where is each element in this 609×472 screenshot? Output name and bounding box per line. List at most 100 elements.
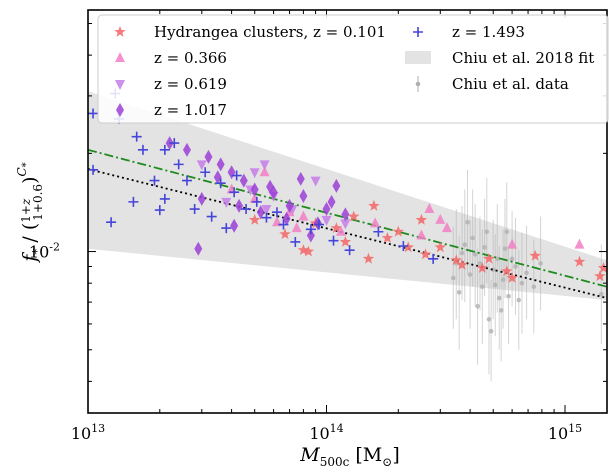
z1493-point	[221, 223, 232, 234]
z0366-point	[435, 213, 446, 224]
chiu-data-point	[456, 290, 462, 295]
chiu-data-point	[477, 261, 483, 266]
z0619-point	[249, 168, 260, 179]
z1493-point	[88, 108, 99, 119]
legend-marker-z1017	[116, 103, 124, 117]
z1493-point	[206, 211, 217, 222]
z1493-point	[373, 226, 384, 237]
chiu-data-point	[509, 256, 515, 262]
chiu-data-point	[504, 229, 510, 235]
legend-item-z1017: z = 1.017	[116, 101, 227, 119]
z1493-point	[137, 144, 148, 155]
z1493-point	[328, 235, 339, 246]
hydrangea-point	[368, 199, 380, 211]
legend-label-z1017: z = 1.017	[154, 101, 227, 119]
z1493-point	[290, 236, 301, 247]
chiu-fit-band-layer	[88, 91, 607, 301]
z0619-point	[259, 160, 270, 171]
z1493-point	[261, 212, 272, 223]
z0619-point	[321, 215, 332, 226]
z1017-point	[204, 149, 213, 164]
z1017-point	[341, 207, 350, 222]
svg-text:f* / (1+z1+0.6)C*: f* / (1+z1+0.6)C*	[15, 162, 45, 263]
chiu-data-point	[538, 261, 543, 266]
z0366-point	[424, 203, 435, 214]
z1017-point	[266, 179, 275, 194]
z1017-point	[250, 182, 259, 197]
hydrangea-point	[302, 245, 315, 257]
z0366-point	[416, 229, 427, 240]
legend-errorbar-dot	[415, 81, 421, 87]
chiu-data-point	[513, 264, 518, 269]
x-tick-label: 1015	[548, 422, 582, 443]
x-axis-label: M500c [M⊙]	[299, 444, 400, 469]
z1017-point	[332, 178, 341, 193]
chiu-data-point	[496, 295, 502, 301]
z1017-point	[285, 198, 294, 213]
hydrangea-point	[434, 241, 446, 253]
z1493-point	[231, 170, 242, 181]
chiu-data-point	[488, 328, 494, 334]
axis-ticks: 1013 1014 1015 10-2	[29, 10, 607, 443]
z1493-point	[278, 219, 289, 230]
z0619-point	[261, 205, 272, 216]
chiu-data-point	[486, 316, 492, 322]
chiu-fit-band	[88, 91, 607, 301]
plot-frame	[87, 9, 608, 414]
chiu-data-layer	[450, 169, 604, 382]
z1493-point	[159, 144, 170, 155]
legend-marker-hydrangea	[114, 26, 126, 37]
hydrangea-point	[506, 272, 518, 283]
z1493-point	[189, 204, 200, 215]
legend-marker-z0366	[115, 52, 125, 62]
z1493-point	[200, 167, 211, 178]
z0366-point	[271, 216, 282, 227]
z1493-point	[313, 219, 324, 230]
z1493-point	[149, 175, 160, 186]
hydrangea-point	[381, 232, 394, 243]
chiu-data-point	[470, 235, 475, 241]
hydrangea-point	[597, 262, 607, 273]
z0366-point	[335, 225, 346, 236]
z0619-point	[340, 219, 351, 230]
z0366-point	[574, 238, 585, 249]
legend-item-z0619: z = 0.619	[115, 75, 227, 93]
chiu-data-point	[465, 219, 470, 225]
chiu-data-point	[531, 284, 537, 290]
chiu-data-point	[516, 297, 522, 303]
hydrangea-point	[392, 225, 404, 237]
hydrangea-point	[450, 254, 462, 266]
legend-marker-z0619	[115, 80, 125, 90]
legend-marker-z1493	[413, 27, 423, 37]
legend: Hydrangea clusters, z = 0.101 z = 0.366 z …	[97, 14, 609, 124]
z1493-point	[106, 217, 117, 228]
z1017-point	[313, 216, 322, 231]
z0366-point	[291, 222, 302, 233]
legend-item-z1493: z = 1.493	[413, 23, 525, 41]
chiu-data-point	[492, 282, 498, 288]
z0366-point	[441, 222, 452, 233]
dashdot-fit-line	[88, 148, 607, 288]
z1493-point	[169, 138, 180, 149]
z1493-point	[131, 131, 142, 142]
z1493-point	[215, 178, 226, 189]
hydrangea-point	[362, 252, 375, 264]
legend-item-chiu_data: Chiu et al. data	[415, 75, 569, 93]
z1017-point	[306, 228, 315, 243]
z1493-point	[344, 245, 355, 256]
legend-label-hydrangea: Hydrangea clusters, z = 0.101	[154, 23, 386, 41]
y-tick-label: 10-2	[29, 241, 60, 262]
legend-item-chiu_fit: Chiu et al. 2018 fit	[405, 49, 594, 67]
legend-label-chiu_data: Chiu et al. data	[452, 75, 569, 93]
fit-lines-layer	[88, 148, 607, 299]
chiu-data-point	[599, 291, 604, 297]
chiu-data-point	[467, 272, 473, 277]
z1493-point	[398, 240, 409, 251]
legend-item-z0366: z = 0.366	[115, 49, 227, 67]
chiu-data-point	[462, 242, 468, 247]
chiu-data-point	[459, 250, 465, 256]
z1017-point	[182, 142, 191, 157]
z0366-point	[259, 166, 270, 177]
chiu-data-point	[524, 270, 529, 276]
